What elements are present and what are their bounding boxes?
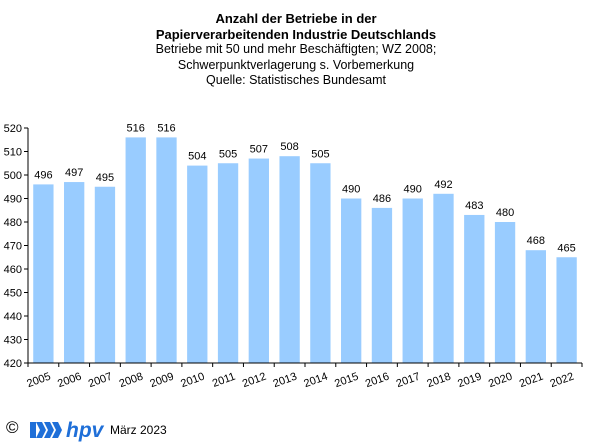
y-tick-label-500: 500: [4, 170, 22, 182]
data-label-2014: 505: [311, 148, 329, 160]
y-tick-label-460: 460: [4, 264, 22, 276]
x-tick-label-2008: 2008: [118, 371, 145, 391]
data-label-2009: 516: [157, 122, 175, 134]
y-tick-label-520: 520: [4, 123, 22, 135]
bar-2011: [217, 163, 239, 363]
x-tick-label-2012: 2012: [241, 371, 268, 391]
y-tick-label-440: 440: [4, 311, 22, 323]
bar-2007: [94, 186, 116, 363]
bar-2022: [556, 257, 577, 363]
x-tick-label-2006: 2006: [56, 371, 83, 391]
chart-title-line-1: Anzahl der Betriebe in der: [215, 11, 377, 26]
data-label-2021: 468: [527, 235, 545, 247]
data-label-2018: 492: [434, 179, 452, 191]
footer-date: März 2023: [110, 423, 167, 437]
x-tick-label-2007: 2007: [87, 371, 114, 391]
x-tick-label-2011: 2011: [211, 371, 237, 390]
chart-title-block: Anzahl der Betriebe in der Papierverarbe…: [0, 11, 592, 89]
bar-2014: [310, 163, 331, 363]
y-tick-label-510: 510: [4, 147, 22, 159]
bar-2013: [279, 156, 300, 363]
chart-title-line-2: Papierverarbeitenden Industrie Deutschla…: [155, 26, 437, 42]
bar-2021: [525, 250, 546, 363]
data-label-2015: 490: [342, 184, 360, 196]
data-label-2011: 505: [219, 148, 237, 160]
data-label-2008: 516: [127, 122, 145, 134]
x-tick-label-2016: 2016: [364, 371, 391, 391]
data-label-2020: 480: [496, 207, 514, 219]
y-tick-label-490: 490: [4, 194, 22, 206]
x-tick-label-2022: 2022: [549, 371, 576, 391]
y-tick-label-430: 430: [4, 335, 22, 347]
chart-subtitle-line-1: Betriebe mit 50 und mehr Beschäftigten; …: [155, 42, 437, 56]
hpv-logo: hpv: [30, 419, 105, 442]
bar-2017: [402, 198, 423, 363]
bar-2015: [341, 198, 362, 363]
x-tick-label-2020: 2020: [487, 371, 514, 391]
data-label-2007: 495: [96, 172, 114, 184]
x-tick-label-2018: 2018: [425, 371, 452, 391]
x-tick-label-2021: 2021: [518, 371, 545, 391]
bar-2005: [33, 184, 54, 363]
chart-source-line: Quelle: Statistisches Bundesamt: [206, 73, 386, 87]
copyright-symbol: ©: [6, 418, 19, 437]
x-tick-label-2014: 2014: [302, 371, 329, 391]
x-tick-label-2009: 2009: [148, 371, 175, 391]
x-tick-label-2019: 2019: [456, 371, 483, 391]
data-label-2019: 483: [465, 200, 483, 212]
data-label-2012: 507: [250, 144, 268, 156]
x-tick-label-2010: 2010: [179, 371, 206, 391]
bar-2016: [371, 207, 393, 363]
logo-text: hpv: [66, 419, 105, 442]
data-label-2013: 508: [280, 141, 298, 153]
data-label-2022: 465: [557, 242, 575, 254]
y-tick-label-450: 450: [4, 288, 22, 300]
data-label-2005: 496: [34, 169, 52, 181]
logo-chevron-icon: [30, 422, 62, 438]
x-tick-label-2017: 2017: [395, 371, 422, 391]
x-tick-label-2005: 2005: [25, 371, 52, 391]
x-tick-label-2013: 2013: [272, 371, 299, 391]
y-tick-label-420: 420: [4, 358, 22, 370]
x-tick-label-2015: 2015: [333, 371, 360, 391]
bar-2019: [464, 214, 485, 363]
data-label-2017: 490: [404, 184, 422, 196]
data-label-2016: 486: [373, 193, 391, 205]
bar-2012: [248, 158, 269, 363]
y-tick-label-480: 480: [4, 217, 22, 229]
y-tick-label-470: 470: [4, 241, 22, 253]
footer: © hpv März 2023: [6, 416, 306, 442]
chart-subtitle-line-2: Schwerpunktverlagerung s. Vorbemerkung: [177, 57, 415, 72]
bar-2009: [156, 137, 177, 363]
bar-2008: [125, 137, 146, 363]
bar-2020: [494, 222, 516, 363]
bar-2018: [433, 193, 454, 363]
data-label-2010: 504: [188, 151, 206, 163]
bar-2006: [64, 182, 85, 363]
data-label-2006: 497: [65, 167, 83, 179]
bar-2010: [187, 165, 208, 363]
